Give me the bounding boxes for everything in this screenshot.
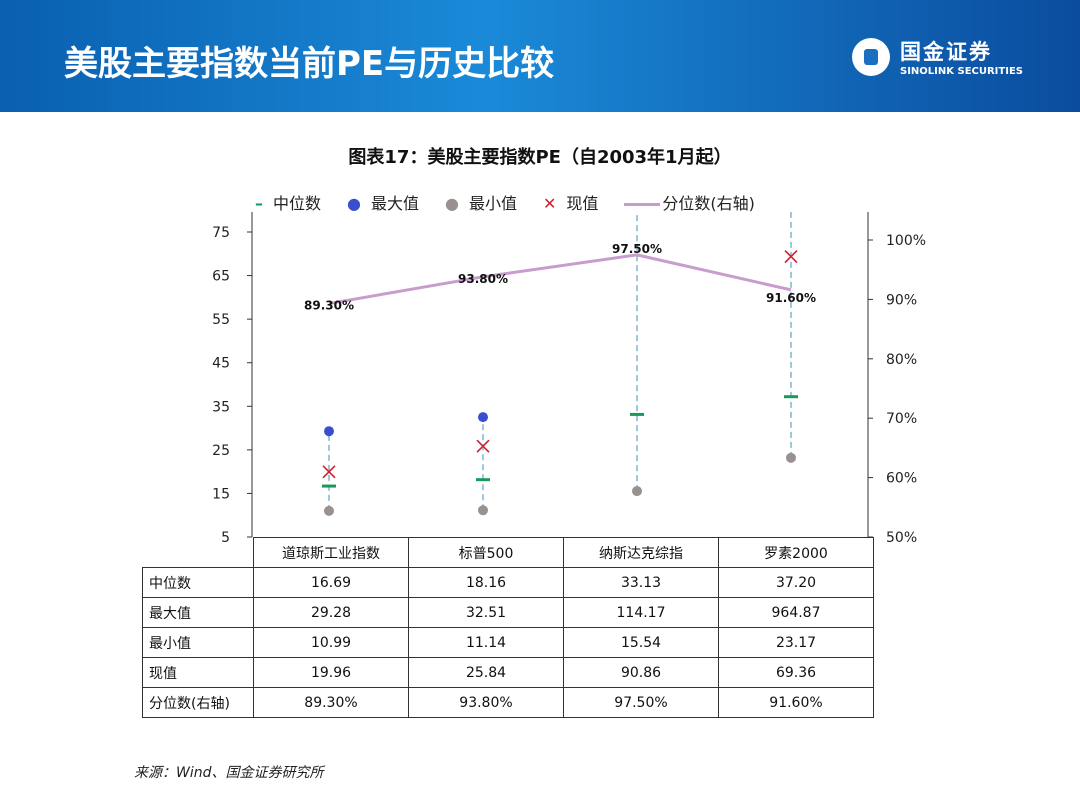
- table-row: 最大值 29.28 32.51 114.17 964.87: [142, 597, 874, 628]
- col-header: 标普500: [408, 537, 564, 568]
- legend-current: ✕ 现值: [542, 194, 599, 213]
- current-mark: [784, 250, 798, 264]
- table-cell: 33.13: [563, 567, 719, 598]
- left-tick-label: 25: [212, 443, 230, 459]
- table-row: 中位数 16.69 18.16 33.13 37.20: [142, 567, 874, 598]
- table-cell: 23.17: [718, 627, 874, 658]
- left-tick-label: 45: [212, 356, 230, 372]
- percentile-label: 97.50%: [612, 242, 662, 256]
- right-tick-label: 60%: [886, 471, 917, 487]
- table-cell: 69.36: [718, 657, 874, 688]
- table-row: 最小值 10.99 11.14 15.54 23.17: [142, 627, 874, 658]
- table-cell: 114.17: [563, 597, 719, 628]
- right-tick-label: 80%: [886, 352, 917, 368]
- row-label: 分位数(右轴): [142, 687, 254, 718]
- percentile-label: 93.80%: [458, 272, 508, 286]
- min-point: [324, 505, 334, 516]
- legend-max: ● 最大值: [347, 194, 419, 213]
- legend-percentile: 分位数(右轴): [624, 190, 755, 214]
- row-label: 中位数: [142, 567, 254, 598]
- percentile-label: 91.60%: [766, 291, 816, 305]
- legend-median: – 中位数: [255, 194, 322, 213]
- current-mark: [476, 439, 490, 453]
- col-header: 道琼斯工业指数: [253, 537, 409, 568]
- table-cell: 91.60%: [718, 687, 874, 718]
- max-point: [324, 426, 334, 437]
- logo-mark-icon: [852, 37, 890, 76]
- page-title: 美股主要指数当前PE与历史比较: [64, 44, 555, 84]
- col-header: 罗素2000: [718, 537, 874, 568]
- table-cell: 16.69: [253, 567, 409, 598]
- chart-title: 图表17：美股主要指数PE（自2003年1月起）: [348, 147, 732, 168]
- table-cell: 10.99: [253, 627, 409, 658]
- percentile-label: 89.30%: [304, 299, 354, 313]
- table-cell: 97.50%: [563, 687, 719, 718]
- right-tick-label: 100%: [886, 233, 926, 249]
- min-point: [632, 486, 642, 497]
- table-cell: 89.30%: [253, 687, 409, 718]
- current-mark: [322, 465, 336, 479]
- right-tick-label: 50%: [886, 530, 917, 546]
- table-row: 现值 19.96 25.84 90.86 69.36: [142, 657, 874, 688]
- left-tick-label: 75: [212, 225, 230, 241]
- table-cell: 90.86: [563, 657, 719, 688]
- row-label: 最大值: [142, 597, 254, 628]
- col-header: 纳斯达克综指: [563, 537, 719, 568]
- min-point: [478, 505, 488, 516]
- table-row: 分位数(右轴) 89.30% 93.80% 97.50% 91.60%: [142, 687, 874, 718]
- header-banner: 美股主要指数当前PE与历史比较 国金证券 SINOLINK SECURITIES: [0, 0, 1080, 112]
- left-tick-label: 15: [212, 486, 230, 502]
- logo: 国金证券 SINOLINK SECURITIES: [852, 36, 1023, 77]
- max-point: [478, 412, 488, 423]
- row-label: 最小值: [142, 627, 254, 658]
- table-cell: 19.96: [253, 657, 409, 688]
- legend: – 中位数 ● 最大值 ● 最小值 ✕ 现值 分位数(右轴): [255, 190, 755, 214]
- percentile-line: [328, 253, 792, 306]
- right-tick-label: 90%: [886, 292, 917, 308]
- source-note: 来源：Wind、国金证券研究所: [134, 765, 324, 781]
- right-tick-label: 70%: [886, 411, 917, 427]
- table-cell: 93.80%: [408, 687, 564, 718]
- logo-en: SINOLINK SECURITIES: [900, 66, 1023, 77]
- data-table: 道琼斯工业指数 标普500 纳斯达克综指 罗素2000 中位数 16.69 18.1…: [142, 537, 874, 718]
- table-cell: 37.20: [718, 567, 874, 598]
- table-cell: 25.84: [408, 657, 564, 688]
- left-tick-label: 55: [212, 312, 230, 328]
- table-cell: 32.51: [408, 597, 564, 628]
- table-cell: 29.28: [253, 597, 409, 628]
- legend-min: ● 最小值: [445, 194, 517, 213]
- row-label: 现值: [142, 657, 254, 688]
- min-point: [786, 452, 796, 463]
- table-cell: 15.54: [563, 627, 719, 658]
- table-cell: 18.16: [408, 567, 564, 598]
- table-cell: 11.14: [408, 627, 564, 658]
- left-tick-label: 35: [212, 399, 230, 415]
- table-cell: 964.87: [718, 597, 874, 628]
- left-tick-label: 65: [212, 269, 230, 285]
- logo-cn: 国金证券: [900, 40, 992, 64]
- left-tick-label: 5: [221, 530, 230, 546]
